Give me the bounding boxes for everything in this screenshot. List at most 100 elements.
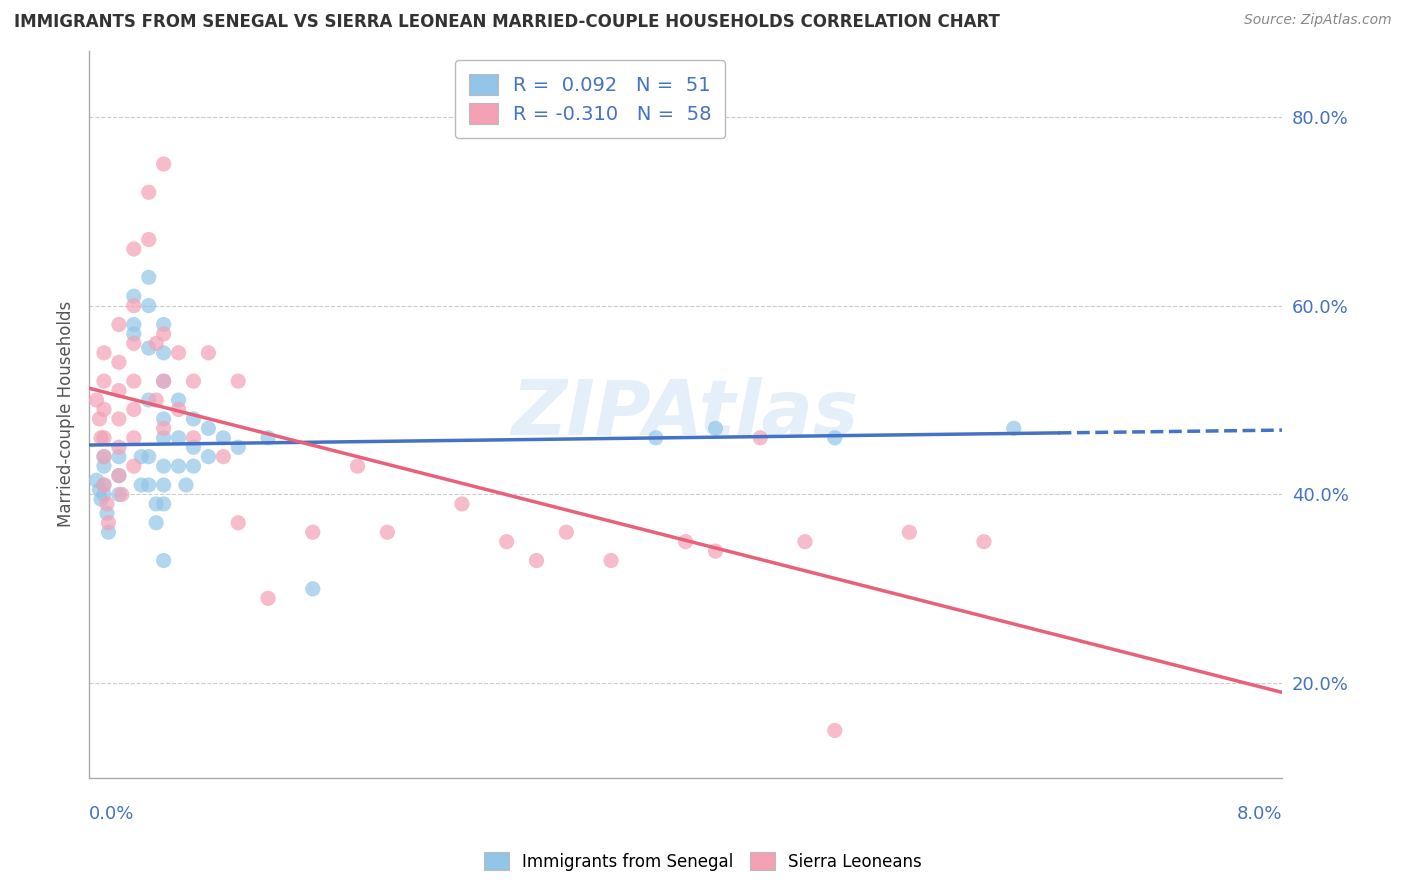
Point [93,450,115,464]
Point [108,468,131,483]
Point [122,431,145,445]
Point [794,534,817,549]
Point [108,487,131,501]
Point [152,553,174,567]
Point [93,459,115,474]
Point [129,450,152,464]
Point [111,487,134,501]
Point [152,412,174,426]
Point [108,450,131,464]
Point [145,392,167,407]
Point [451,497,474,511]
Point [108,440,131,454]
Point [152,318,174,332]
Legend: R =  0.092   N =  51, R = -0.310   N =  58: R = 0.092 N = 51, R = -0.310 N = 58 [456,61,725,137]
Point [152,157,174,171]
Point [675,534,697,549]
Legend: Immigrants from Senegal, Sierra Leoneans: Immigrants from Senegal, Sierra Leoneans [475,844,931,880]
Point [145,497,167,511]
Point [152,421,174,435]
Point [226,516,249,530]
Point [152,478,174,492]
Point [644,431,666,445]
Point [93,450,115,464]
Point [89,412,111,426]
Point [138,341,160,355]
Point [122,336,145,351]
Point [122,459,145,474]
Point [183,440,205,454]
Point [138,450,160,464]
Point [212,450,235,464]
Point [167,402,190,417]
Point [495,534,517,549]
Point [93,346,115,360]
Point [973,534,995,549]
Point [93,402,115,417]
Point [152,374,174,388]
Point [257,591,280,606]
Point [152,374,174,388]
Point [600,553,623,567]
Point [108,355,131,369]
Point [183,412,205,426]
Point [898,525,921,540]
Point [167,459,190,474]
Point [93,431,115,445]
Point [183,459,205,474]
Point [122,299,145,313]
Point [93,478,115,492]
Point [86,392,108,407]
Point [704,421,727,435]
Point [138,270,160,285]
Point [145,516,167,530]
Point [97,525,120,540]
Point [108,412,131,426]
Point [129,478,152,492]
Point [197,450,219,464]
Text: Source: ZipAtlas.com: Source: ZipAtlas.com [1244,13,1392,28]
Point [93,478,115,492]
Point [138,186,160,200]
Point [138,233,160,247]
Point [108,384,131,398]
Point [96,497,118,511]
Point [749,431,772,445]
Point [122,374,145,388]
Text: ZIPAtlas: ZIPAtlas [512,377,859,451]
Point [122,326,145,341]
Text: IMMIGRANTS FROM SENEGAL VS SIERRA LEONEAN MARRIED-COUPLE HOUSEHOLDS CORRELATION : IMMIGRANTS FROM SENEGAL VS SIERRA LEONEA… [14,13,1000,31]
Point [89,483,111,497]
Point [108,318,131,332]
Point [526,553,548,567]
Point [212,431,235,445]
Point [152,431,174,445]
Point [122,402,145,417]
Point [346,459,368,474]
Point [138,299,160,313]
Point [152,497,174,511]
Point [226,374,249,388]
Point [377,525,399,540]
Point [167,346,190,360]
Point [122,289,145,303]
Point [197,421,219,435]
Point [90,492,112,507]
Point [824,723,846,738]
Point [174,478,197,492]
Point [152,346,174,360]
Point [93,487,115,501]
Point [167,392,190,407]
Point [93,374,115,388]
Point [257,431,280,445]
Point [197,346,219,360]
Point [824,431,846,445]
Point [152,459,174,474]
Point [145,336,167,351]
Point [704,544,727,558]
Point [183,431,205,445]
Point [183,374,205,388]
Point [152,326,174,341]
Point [86,473,108,487]
Text: 8.0%: 8.0% [1237,805,1282,823]
